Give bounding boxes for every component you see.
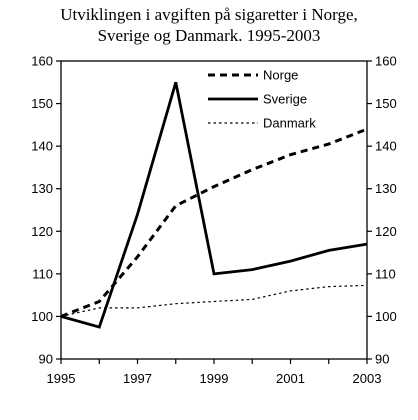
y-tick-label-left: 90: [39, 352, 53, 367]
y-tick-label-left: 120: [31, 224, 53, 239]
chart-title: Utviklingen i avgiften på sigaretter i N…: [0, 4, 418, 46]
x-tick-label: 1995: [47, 371, 76, 386]
x-tick-label: 1997: [123, 371, 152, 386]
y-axis-left: 90 100 110 120 130 140 150 160: [31, 54, 61, 367]
y-tick-label-right: 120: [375, 224, 397, 239]
y-tick-label-right: 150: [375, 96, 397, 111]
x-tick-label: 2003: [353, 371, 382, 386]
y-tick-label-left: 130: [31, 181, 53, 196]
series-line-sverige: [60, 81, 368, 329]
legend-label-danmark: Danmark: [263, 116, 316, 131]
y-tick-label-right: 130: [375, 181, 397, 196]
legend-label-norge: Norge: [263, 68, 298, 83]
chart-title-line-2: Sverige og Danmark. 1995-2003: [97, 26, 321, 45]
y-tick-label-right: 140: [375, 139, 397, 154]
plot-frame: [60, 60, 368, 360]
y-tick-label-left: 160: [31, 54, 53, 69]
series-line-danmark: [60, 284, 368, 317]
y-tick-label-left: 140: [31, 139, 53, 154]
x-axis: 1995 1997 1999 2001 2003: [47, 359, 382, 386]
y-tick-label-right: 100: [375, 309, 397, 324]
y-tick-label-left: 150: [31, 96, 53, 111]
x-tick-label: 2001: [276, 371, 305, 386]
series-line-norge: [60, 127, 368, 318]
y-tick-label-right: 110: [375, 266, 396, 281]
y-tick-label-right: 90: [375, 352, 389, 367]
series-lines: [60, 81, 368, 329]
y-tick-label-left: 110: [32, 266, 53, 281]
legend-label-sverige: Sverige: [263, 92, 307, 107]
chart-title-line-1: Utviklingen i avgiften på sigaretter i N…: [60, 5, 358, 24]
legend: Norge Sverige Danmark: [208, 68, 316, 131]
y-tick-label-left: 100: [31, 309, 53, 324]
y-tick-label-right: 160: [375, 54, 397, 69]
y-axis-right: 90 100 110 120 130 140 150 160: [367, 54, 397, 367]
x-tick-label: 1999: [200, 371, 229, 386]
